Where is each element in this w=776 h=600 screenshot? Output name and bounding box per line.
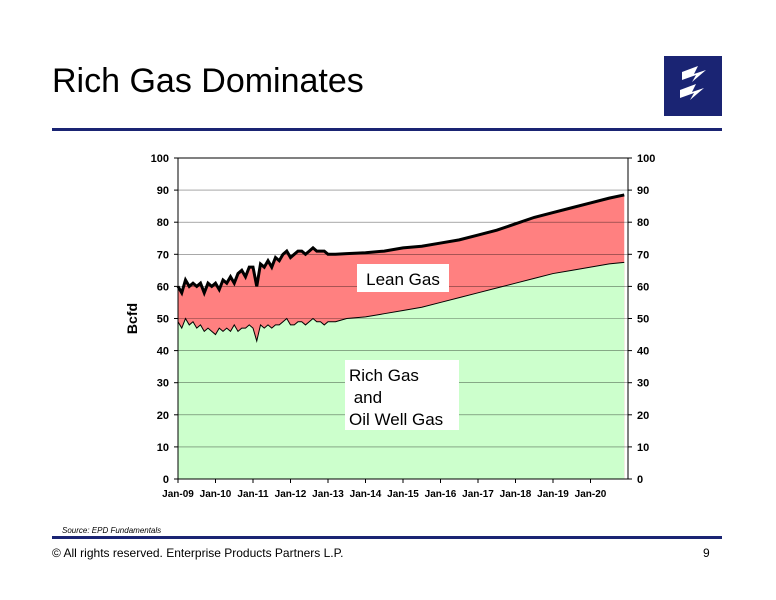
x-tick-label-7: Jan-16 (425, 489, 457, 500)
y-tick-label-left-60: 60 (157, 281, 169, 293)
y-tick-label-left-20: 20 (157, 410, 169, 422)
y-tick-label-right-70: 70 (637, 249, 649, 261)
x-tick-label-11: Jan-20 (575, 489, 607, 500)
y-tick-label-right-60: 60 (637, 281, 649, 293)
y-tick-label-right-20: 20 (637, 410, 649, 422)
y-tick-label-left-90: 90 (157, 185, 169, 197)
slide-title: Rich Gas Dominates (52, 62, 364, 100)
x-tick-label-10: Jan-19 (537, 489, 569, 500)
x-tick-label-1: Jan-10 (200, 489, 232, 500)
title-divider (52, 128, 722, 131)
y-tick-label-left-10: 10 (157, 442, 169, 454)
lean-gas-label: Lean Gas (366, 270, 440, 289)
x-tick-label-6: Jan-15 (387, 489, 419, 500)
x-tick-label-5: Jan-14 (350, 489, 382, 500)
x-tick-label-8: Jan-17 (462, 489, 494, 500)
page-number: 9 (703, 546, 710, 560)
y-axis-label: Bcfd (124, 303, 140, 334)
rich-gas-label-box (345, 360, 459, 430)
y-tick-label-left-100: 100 (151, 153, 169, 165)
footer-divider (52, 536, 722, 539)
y-tick-label-left-30: 30 (157, 378, 169, 390)
y-tick-label-right-30: 30 (637, 378, 649, 390)
lean-gas-label-box (357, 264, 449, 292)
rich-gas-label-line-0: Rich Gas (349, 366, 419, 385)
x-tick-label-4: Jan-13 (312, 489, 344, 500)
y-tick-label-right-90: 90 (637, 185, 649, 197)
lightning-logo-icon (664, 56, 722, 116)
x-tick-label-0: Jan-09 (162, 489, 194, 500)
x-tick-label-3: Jan-12 (275, 489, 307, 500)
copyright-text: © All rights reserved. Enterprise Produc… (52, 546, 344, 560)
y-tick-label-right-0: 0 (637, 474, 643, 486)
x-tick-label-2: Jan-11 (237, 489, 269, 500)
total-gas-line (176, 193, 625, 297)
source-note: Source: EPD Fundamentals (62, 526, 162, 535)
y-tick-label-left-50: 50 (157, 314, 169, 326)
y-tick-label-right-50: 50 (637, 314, 649, 326)
y-tick-label-right-100: 100 (637, 153, 655, 165)
rich-gas-line (177, 261, 625, 343)
x-tick-label-9: Jan-18 (500, 489, 532, 500)
y-tick-label-right-40: 40 (637, 346, 649, 358)
y-tick-label-left-0: 0 (163, 474, 169, 486)
rich-gas-label-line-2: Oil Well Gas (349, 410, 443, 429)
y-tick-label-right-80: 80 (637, 217, 649, 229)
y-tick-label-left-40: 40 (157, 346, 169, 358)
rich-gas-label-line-1: and (349, 388, 382, 407)
y-tick-label-right-10: 10 (637, 442, 649, 454)
y-tick-label-left-80: 80 (157, 217, 169, 229)
y-tick-label-left-70: 70 (157, 249, 169, 261)
